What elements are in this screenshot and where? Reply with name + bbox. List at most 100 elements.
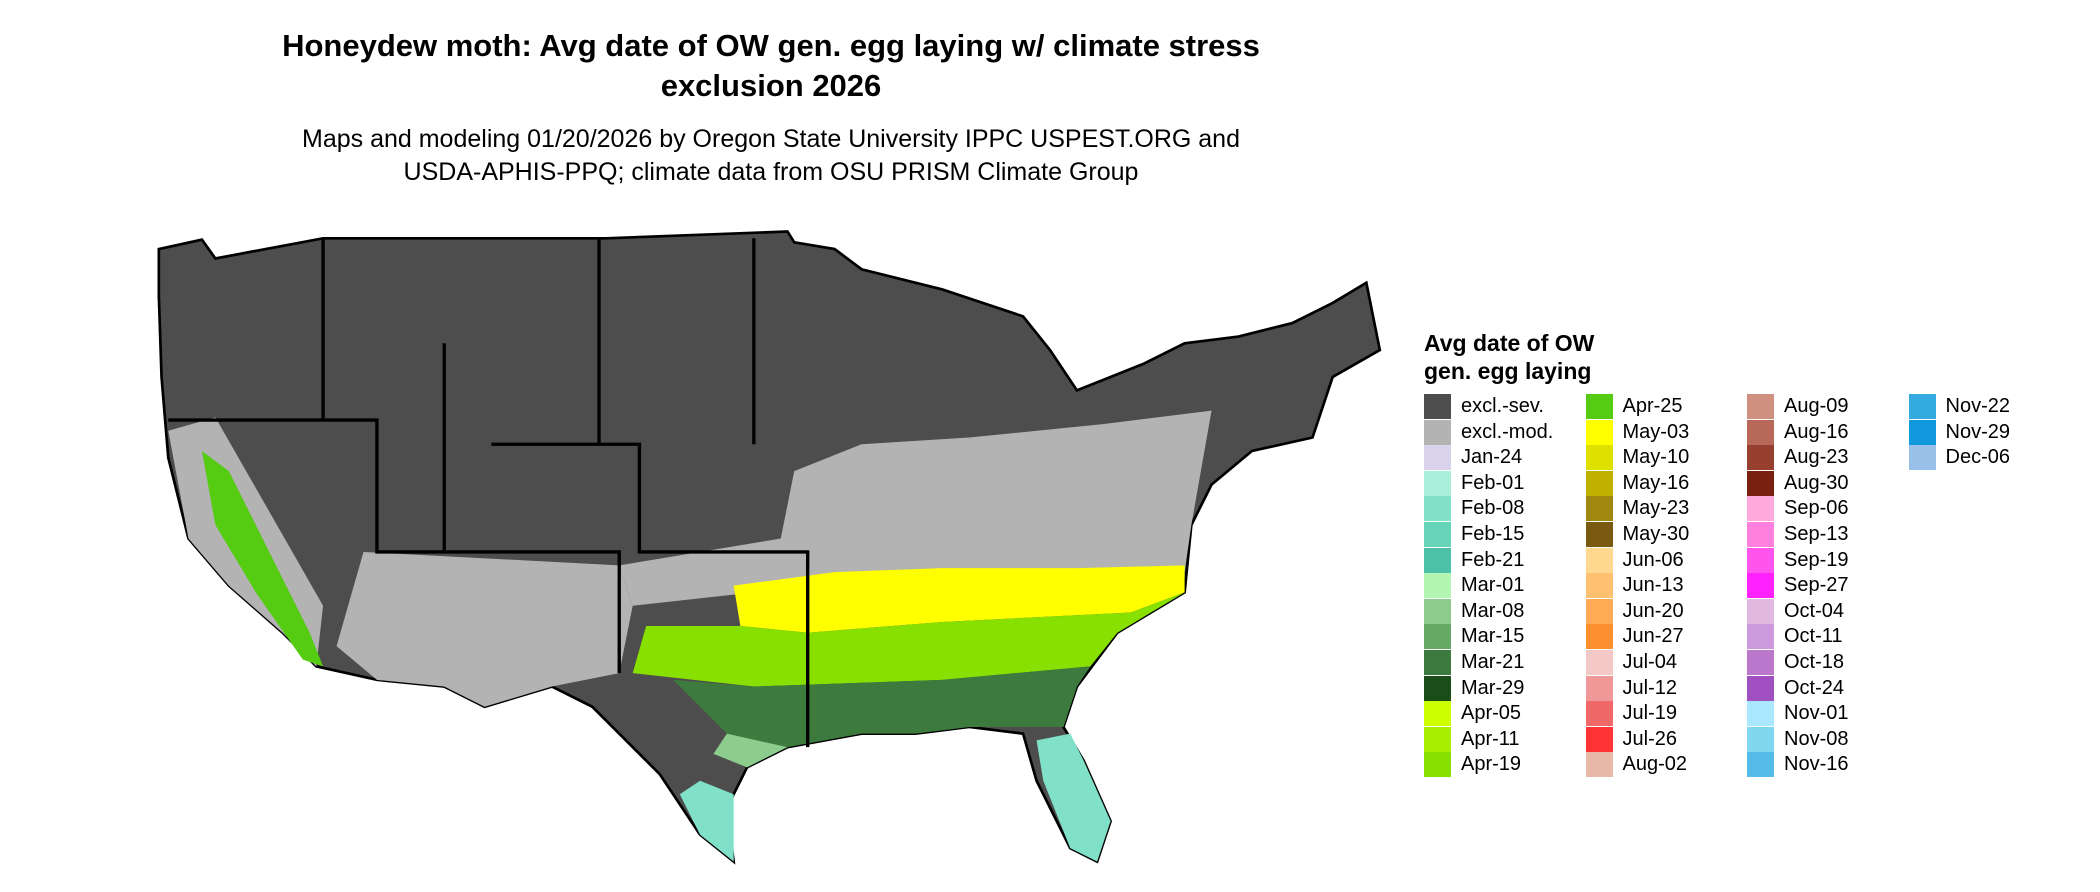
legend-swatch: [1908, 419, 1936, 445]
california-green: [201, 450, 324, 667]
legend-label: Mar-15: [1461, 625, 1525, 648]
legend-item: Jun-20: [1585, 598, 1684, 624]
legend-label: Aug-16: [1784, 420, 1849, 443]
legend-item: Jul-26: [1585, 726, 1677, 752]
legend-label: Nov-01: [1784, 702, 1849, 725]
legend-item: Feb-01: [1424, 470, 1524, 496]
legend-swatch: [1747, 598, 1774, 624]
light-green-zone: [713, 733, 788, 768]
moderate-zone-southwest: [336, 551, 633, 707]
legend-swatch: [1424, 624, 1451, 650]
legend-swatch: [1747, 650, 1774, 675]
legend-item: Jul-04: [1585, 650, 1677, 675]
legend-item: Mar-01: [1424, 573, 1525, 599]
legend-label: Jul-26: [1622, 727, 1677, 750]
yellow-zone: [733, 565, 1185, 633]
legend-swatch: [1585, 650, 1613, 675]
legend-label: Oct-18: [1784, 651, 1845, 673]
legend-label: Sep-19: [1784, 548, 1849, 571]
subtitle-line: USDA-APHIS-PPQ; climate data from OSU PR…: [403, 158, 1139, 186]
legend-swatch: [1424, 598, 1451, 624]
legend-swatch: [1585, 726, 1613, 752]
legend-label: Nov-22: [1945, 395, 2010, 417]
legend-label: Apr-19: [1461, 753, 1522, 776]
legend-swatch: [1424, 726, 1451, 752]
legend-item: Jul-12: [1585, 675, 1677, 701]
legend-label: May-03: [1622, 420, 1690, 443]
legend-item: Aug-09: [1747, 394, 1849, 419]
legend-item: Aug-16: [1747, 419, 1849, 445]
legend-label: Mar-21: [1461, 651, 1525, 673]
legend-item: May-10: [1585, 445, 1690, 471]
legend-item: May-23: [1585, 496, 1690, 522]
legend-swatch: [1585, 470, 1613, 496]
legend-item: May-03: [1585, 419, 1690, 445]
legend-label: Nov-16: [1784, 753, 1849, 776]
legend-label: May-30: [1622, 523, 1690, 545]
legend-swatch: [1747, 419, 1774, 445]
legend-label: Jun-20: [1622, 599, 1684, 622]
legend-label: May-23: [1622, 497, 1690, 520]
legend-swatch: [1747, 470, 1774, 496]
legend-swatch: [1424, 650, 1451, 675]
legend-label: May-10: [1622, 446, 1690, 469]
legend-label: Apr-11: [1461, 727, 1520, 750]
legend-swatch: [1747, 752, 1774, 778]
legend-swatch: [1585, 394, 1613, 419]
legend-swatch: [1585, 573, 1613, 599]
legend-label: Jul-04: [1622, 651, 1677, 673]
green-zone: [632, 592, 1185, 687]
legend-swatch: [1424, 445, 1451, 471]
legend-swatch: [1424, 573, 1451, 599]
legend-swatch: [1424, 470, 1451, 496]
legend-label: Jun-27: [1622, 625, 1684, 648]
state-lines: [491, 442, 810, 748]
legend-item: Feb-08: [1424, 496, 1524, 522]
legend-label: May-16: [1622, 471, 1690, 494]
legend-swatch: [1585, 445, 1613, 471]
legend-label: Sep-13: [1784, 523, 1849, 545]
legend-label: Aug-09: [1784, 395, 1849, 417]
legend-label: Jun-13: [1622, 574, 1684, 597]
legend-item: Oct-04: [1747, 598, 1845, 624]
legend-item: Sep-27: [1747, 573, 1849, 599]
legend-swatch: [1747, 496, 1774, 522]
legend-swatch: [1424, 394, 1451, 419]
legend-label: Jul-19: [1622, 702, 1677, 725]
legend-item: Nov-08: [1747, 726, 1848, 752]
legend-item: Apr-11: [1424, 726, 1520, 752]
legend-label: Mar-01: [1461, 574, 1525, 597]
legend-label: Sep-27: [1784, 574, 1849, 597]
title-line: exclusion 2026: [660, 68, 882, 103]
legend-label: Aug-23: [1784, 446, 1849, 469]
legend-item: Nov-16: [1747, 752, 1849, 778]
legend-swatch: [1424, 752, 1451, 778]
legend-item: excl.-sev.: [1424, 394, 1544, 419]
legend-label: Jul-12: [1622, 676, 1677, 699]
legend-label: Apr-25: [1622, 395, 1683, 417]
legend-title: gen. egg laying: [1424, 358, 1592, 384]
legend-label: Jun-06: [1622, 548, 1684, 571]
legend-label: Nov-29: [1945, 420, 2010, 443]
legend-item: Feb-21: [1424, 547, 1525, 573]
legend-swatch: [1747, 726, 1774, 752]
subtitle-line: Maps and modeling 01/20/2026 by Oregon S…: [302, 125, 1240, 153]
legend-label: Oct-04: [1784, 599, 1845, 622]
legend-swatch: [1747, 573, 1774, 599]
legend-swatch: [1424, 522, 1451, 547]
legend-label: Feb-21: [1461, 548, 1525, 571]
legend-swatch: [1424, 419, 1451, 445]
legend-label: Oct-24: [1784, 676, 1845, 699]
legend-item: Jun-06: [1585, 547, 1684, 573]
legend-item: Apr-19: [1424, 752, 1522, 778]
legend-item: Mar-15: [1424, 624, 1525, 650]
legend-item: May-16: [1585, 470, 1690, 496]
legend-label: excl.-sev.: [1461, 395, 1544, 417]
legend-swatch: [1424, 496, 1451, 522]
legend-swatch: [1424, 547, 1451, 573]
legend-swatch: [1585, 547, 1613, 573]
legend-item: Apr-05: [1424, 701, 1521, 727]
legend-swatch: [1747, 394, 1774, 419]
legend-swatch: [1424, 675, 1451, 701]
